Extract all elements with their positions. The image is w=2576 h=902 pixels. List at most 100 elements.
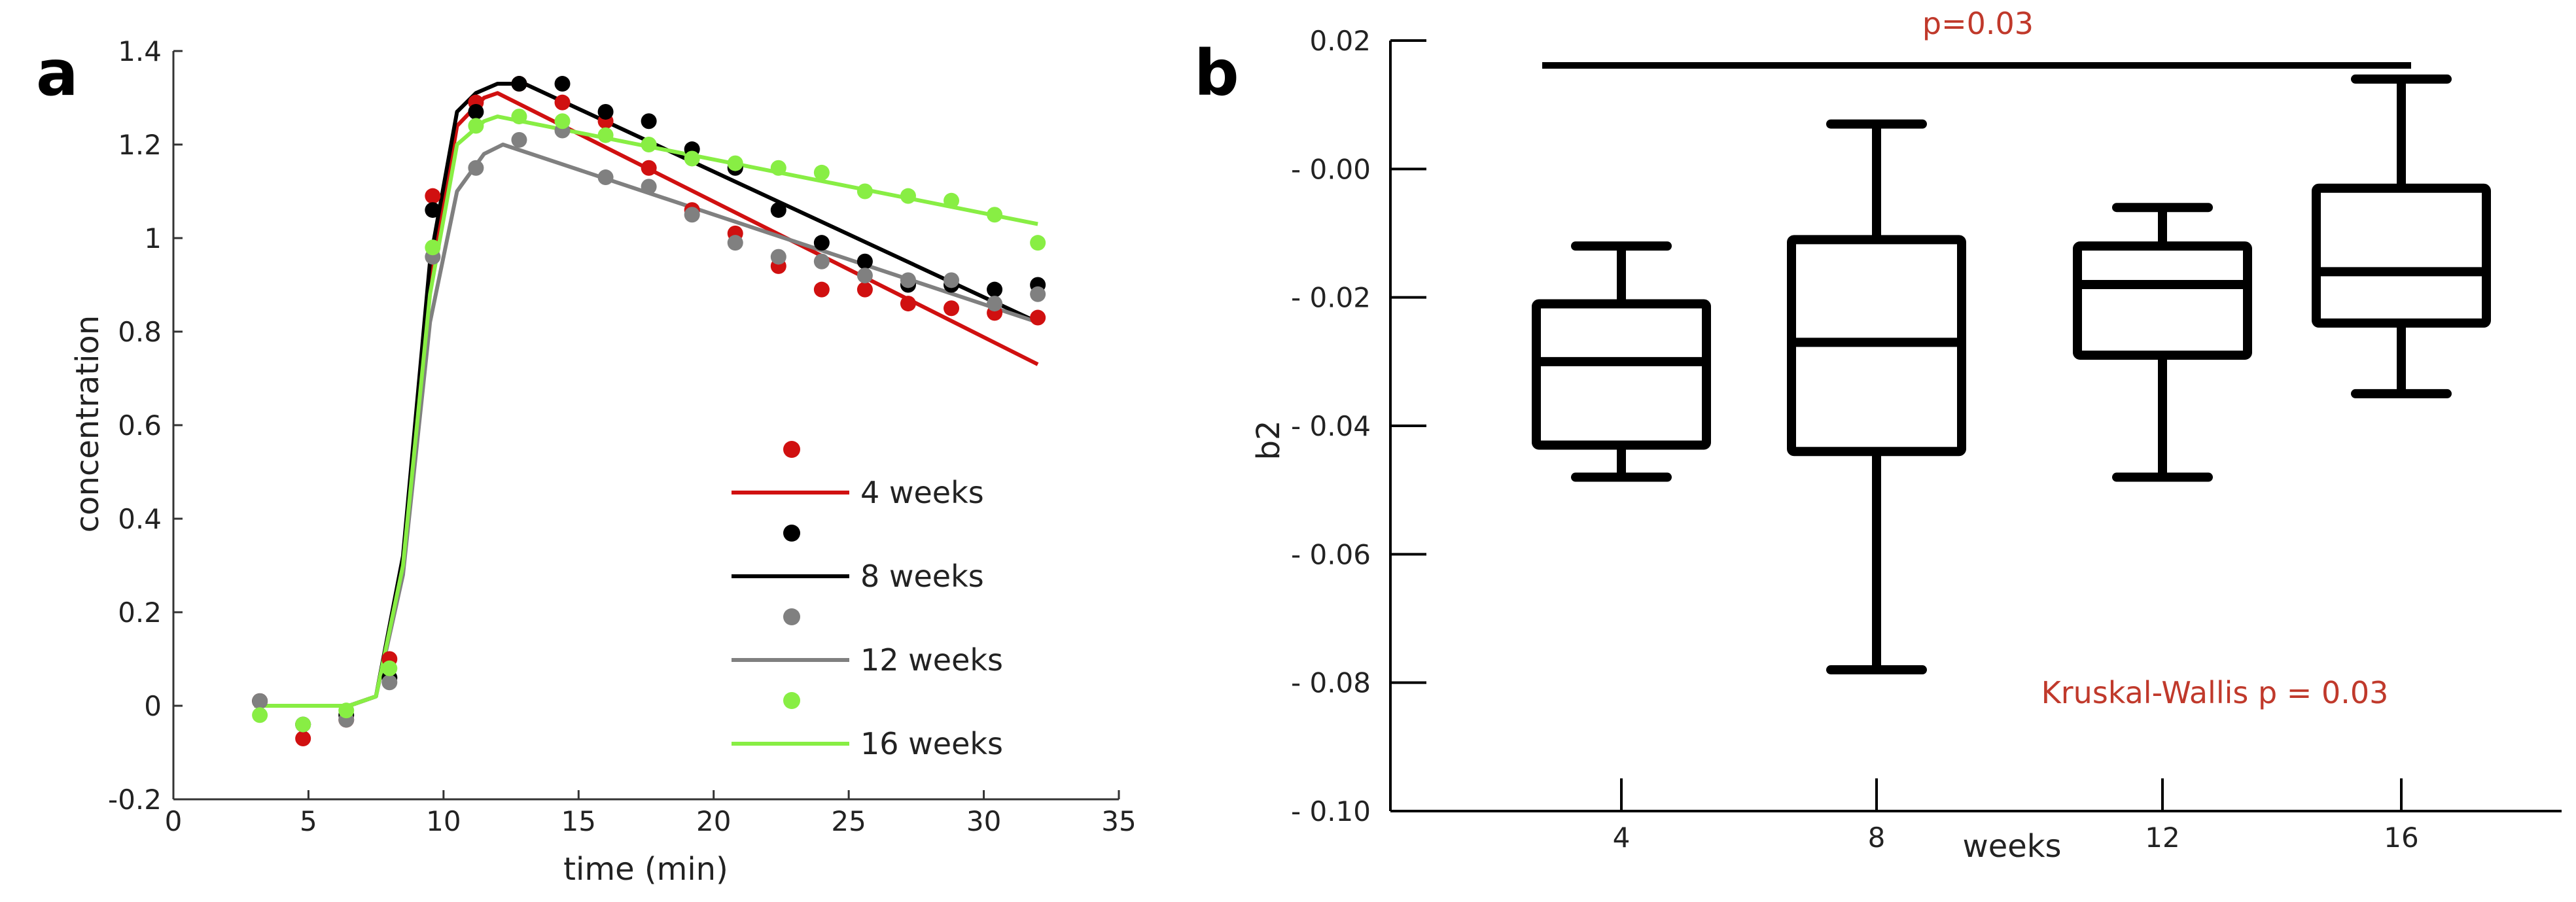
data-point-12-weeks	[900, 272, 916, 288]
data-point-12-weeks	[641, 179, 657, 195]
data-point-8-weeks	[597, 103, 614, 120]
x-tick-label-b: 4	[1613, 822, 1631, 854]
legend-label-8-weeks: 8 weeks	[860, 559, 984, 594]
legend-label-16-weeks: 16 weeks	[860, 726, 1003, 761]
data-point-16-weeks	[770, 160, 786, 176]
data-point-16-weeks	[813, 164, 830, 181]
y-tick-label-a: -0.2	[108, 784, 162, 816]
y-tick-label-a: 0.8	[118, 316, 162, 348]
y-tick-label-b: - 0.06	[1291, 538, 1371, 570]
panel-letter-a: a	[36, 37, 79, 110]
data-point-16-weeks	[381, 660, 398, 676]
legend-marker-16-weeks	[783, 692, 800, 709]
data-point-16-weeks	[597, 127, 614, 143]
fit-line-12-weeks	[254, 143, 1039, 708]
x-tick-label-b: 8	[1868, 822, 1886, 854]
fit-line-8-weeks	[254, 82, 1039, 708]
data-point-12-weeks	[252, 693, 268, 709]
x-tick-label-b: 12	[2145, 822, 2179, 854]
data-point-12-weeks	[770, 249, 786, 265]
data-point-8-weeks	[641, 113, 657, 130]
data-point-16-weeks	[338, 703, 355, 719]
box-plot-panel-b: 0.02 - 0.00 - 0.02 - 0.04 - 0.06 - 0.08 - 0.10…	[1250, 6, 2562, 865]
y-tick-label-a: 1	[144, 222, 162, 254]
x-tick-label-a: 20	[696, 805, 731, 837]
data-point-16-weeks	[425, 239, 441, 256]
y-tick-label-b: - 0.04	[1291, 410, 1371, 442]
data-point-8-weeks	[511, 76, 527, 92]
data-point-4-weeks	[900, 296, 916, 312]
data-point-12-weeks	[856, 268, 873, 284]
data-point-8-weeks	[770, 202, 786, 218]
data-point-4-weeks	[641, 160, 657, 176]
y-tick-label-b: - 0.10	[1291, 795, 1371, 827]
legend-marker-8-weeks	[783, 525, 800, 542]
data-point-16-weeks	[727, 155, 743, 171]
y-axis-label-a: concentration	[69, 315, 106, 532]
x-axis-label-a: time (min)	[563, 851, 728, 888]
data-point-16-weeks	[468, 118, 484, 134]
y-tick-label-b: - 0.00	[1291, 153, 1371, 185]
significance-p-value: p=0.03	[1922, 6, 2034, 41]
box-iqr-12	[2073, 241, 2252, 360]
fit-line-16-weeks	[254, 114, 1038, 708]
data-point-16-weeks	[987, 207, 1003, 223]
y-tick-label-a: 0.4	[118, 503, 162, 535]
data-point-4-weeks	[944, 300, 960, 317]
x-tick-label-a: 30	[966, 805, 1001, 837]
box-iqr-4	[1532, 299, 1711, 450]
kruskal-wallis-annotation: Kruskal-Wallis p = 0.03	[2041, 675, 2389, 710]
data-point-12-weeks	[381, 674, 398, 691]
legend-a: 4 weeks 8 weeks 12 weeks 16 weeks	[732, 441, 1003, 761]
y-tick-label-b: - 0.02	[1291, 282, 1371, 314]
legend-label-4-weeks: 4 weeks	[860, 475, 984, 510]
data-point-4-weeks	[813, 281, 830, 298]
data-point-16-weeks	[944, 192, 960, 209]
y-tick-label-a: 1.4	[118, 35, 162, 67]
data-point-12-weeks	[944, 272, 960, 288]
data-point-4-weeks	[554, 94, 571, 111]
data-point-16-weeks	[1030, 235, 1046, 251]
data-point-12-weeks	[468, 160, 484, 176]
data-point-8-weeks	[425, 202, 441, 218]
data-point-12-weeks	[684, 207, 700, 223]
x-axis-label-b: weeks	[1962, 828, 2061, 865]
boxes-b	[1532, 74, 2491, 675]
data-point-16-weeks	[295, 716, 311, 733]
data-point-16-weeks	[252, 707, 268, 723]
x-tick-label-a: 5	[300, 805, 317, 837]
data-point-16-weeks	[684, 150, 700, 167]
y-tick-label-a: 0	[144, 690, 162, 722]
data-point-8-weeks	[813, 235, 830, 251]
legend-label-12-weeks: 12 weeks	[860, 642, 1003, 678]
data-point-4-weeks	[425, 188, 441, 204]
data-point-12-weeks	[987, 296, 1003, 312]
data-point-12-weeks	[727, 235, 743, 251]
x-tick-label-a: 15	[561, 805, 596, 837]
ticks-b: 0.02 - 0.00 - 0.02 - 0.04 - 0.06 - 0.08 - 0.10…	[1291, 25, 2419, 854]
panel-letter-b: b	[1194, 37, 1239, 110]
data-point-8-weeks	[987, 281, 1003, 298]
data-point-4-weeks	[856, 281, 873, 298]
x-tick-label-a: 35	[1101, 805, 1136, 837]
x-tick-label-a: 25	[831, 805, 866, 837]
y-tick-label-b: 0.02	[1309, 25, 1371, 57]
x-tick-label-b: 16	[2384, 822, 2418, 854]
data-point-4-weeks	[1030, 309, 1046, 326]
fit-lines-a	[254, 82, 1039, 708]
y-tick-label-b: - 0.08	[1291, 667, 1371, 699]
data-point-12-weeks	[1030, 286, 1046, 302]
y-tick-label-a: 0.6	[118, 409, 162, 442]
x-tick-label-a: 0	[165, 805, 183, 837]
data-point-4-weeks	[295, 731, 311, 747]
data-point-12-weeks	[597, 169, 614, 186]
data-points-a	[252, 76, 1046, 747]
data-point-16-weeks	[554, 113, 571, 130]
line-chart-panel-a: 0 5 10 15 20 25 30 35-0.200.20.40.60.811.21.4 4…	[69, 35, 1137, 888]
x-tick-label-a: 10	[426, 805, 461, 837]
data-point-16-weeks	[856, 183, 873, 199]
legend-marker-12-weeks	[783, 608, 800, 625]
data-point-12-weeks	[511, 131, 527, 148]
data-point-16-weeks	[900, 188, 916, 204]
